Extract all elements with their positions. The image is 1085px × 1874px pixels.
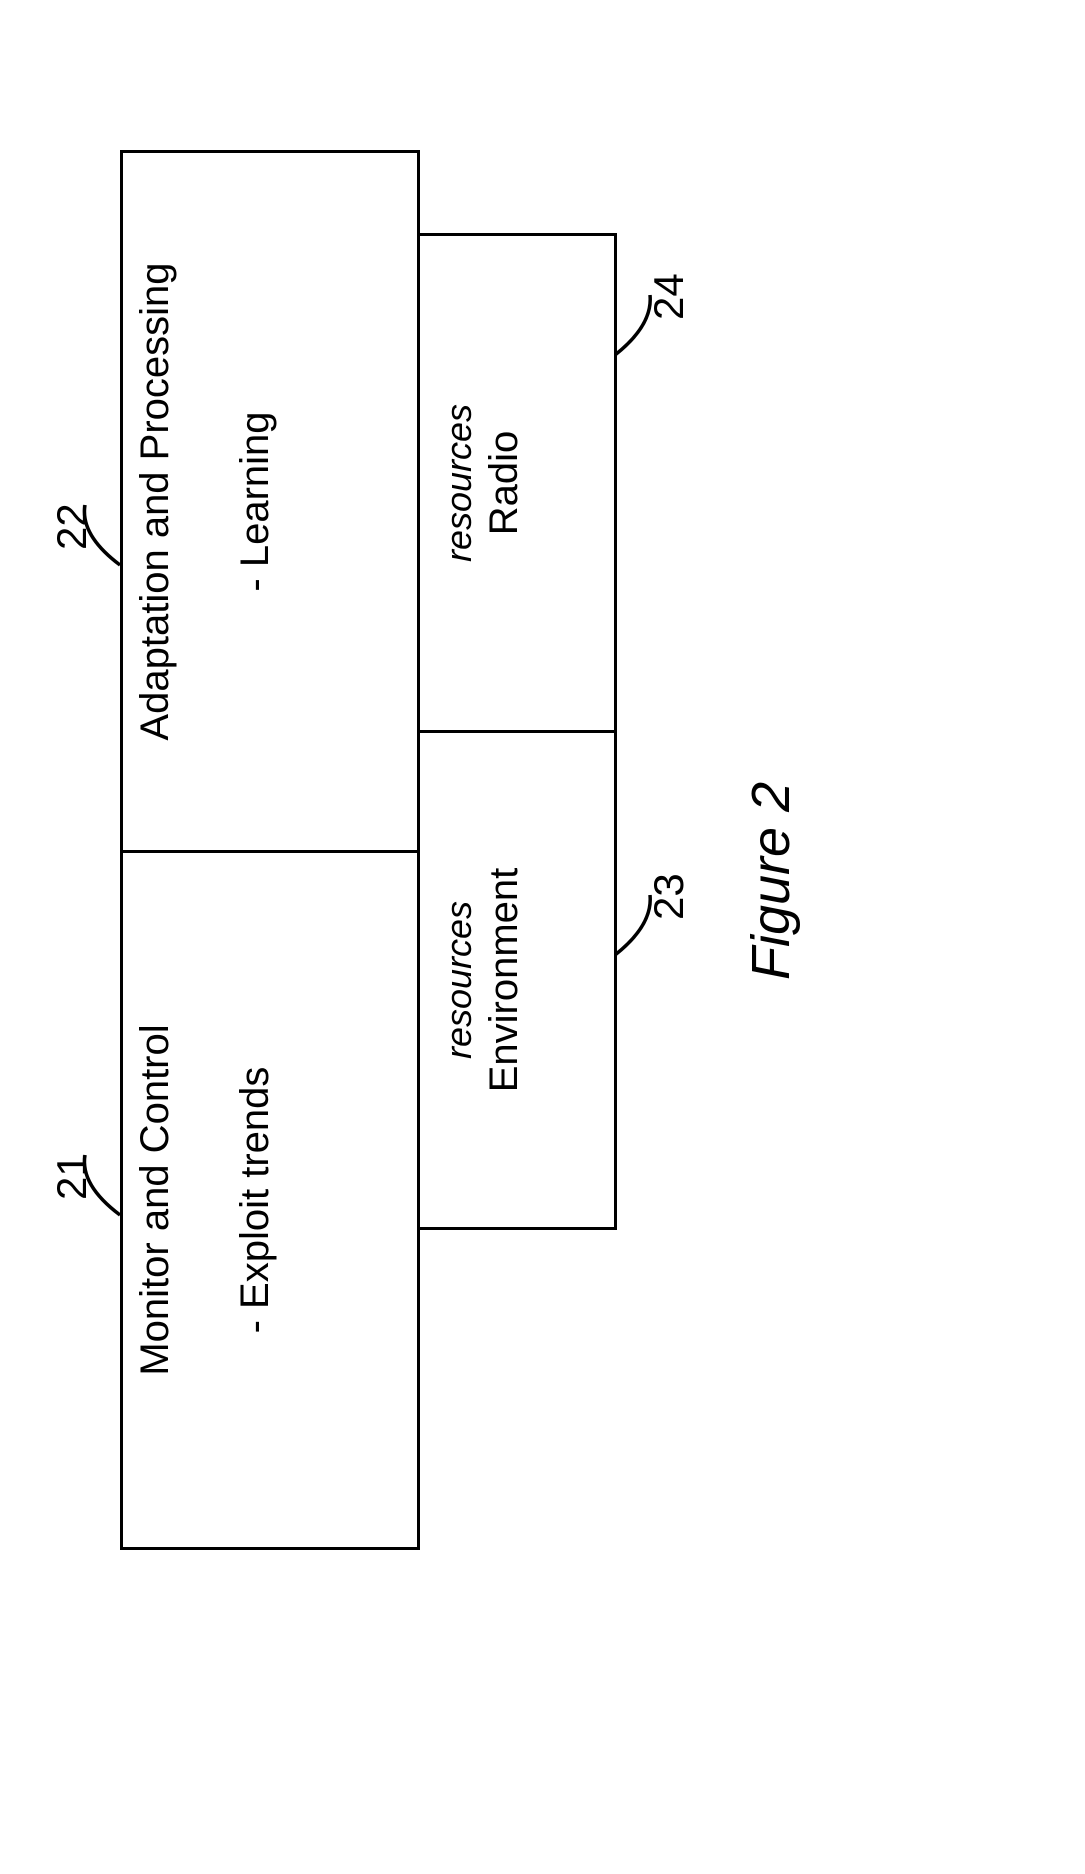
monitor-title: Monitor and Control <box>133 1024 178 1375</box>
ref-23: 23 <box>645 873 693 920</box>
monitor-control-box: Monitor and Control - Exploit trends <box>120 850 420 1550</box>
environment-box: resources Environment <box>417 730 617 1230</box>
env-main-label: Environment <box>482 868 527 1093</box>
radio-main-label: Radio <box>482 431 527 536</box>
adapt-sub: - Learning <box>233 411 278 591</box>
block-diagram: Monitor and Control - Exploit trends Ada… <box>120 150 820 1550</box>
ref-21: 21 <box>48 1153 96 1200</box>
monitor-sub: - Exploit trends <box>233 1067 278 1334</box>
ref-24: 24 <box>645 273 693 320</box>
env-resources-label: resources <box>438 901 480 1059</box>
figure-caption: Figure 2 <box>740 782 802 980</box>
adaptation-box: Adaptation and Processing - Learning <box>120 150 420 853</box>
adapt-title: Adaptation and Processing <box>133 262 178 740</box>
radio-box: resources Radio <box>417 233 617 733</box>
ref-22: 22 <box>48 503 96 550</box>
radio-resources-label: resources <box>438 404 480 562</box>
